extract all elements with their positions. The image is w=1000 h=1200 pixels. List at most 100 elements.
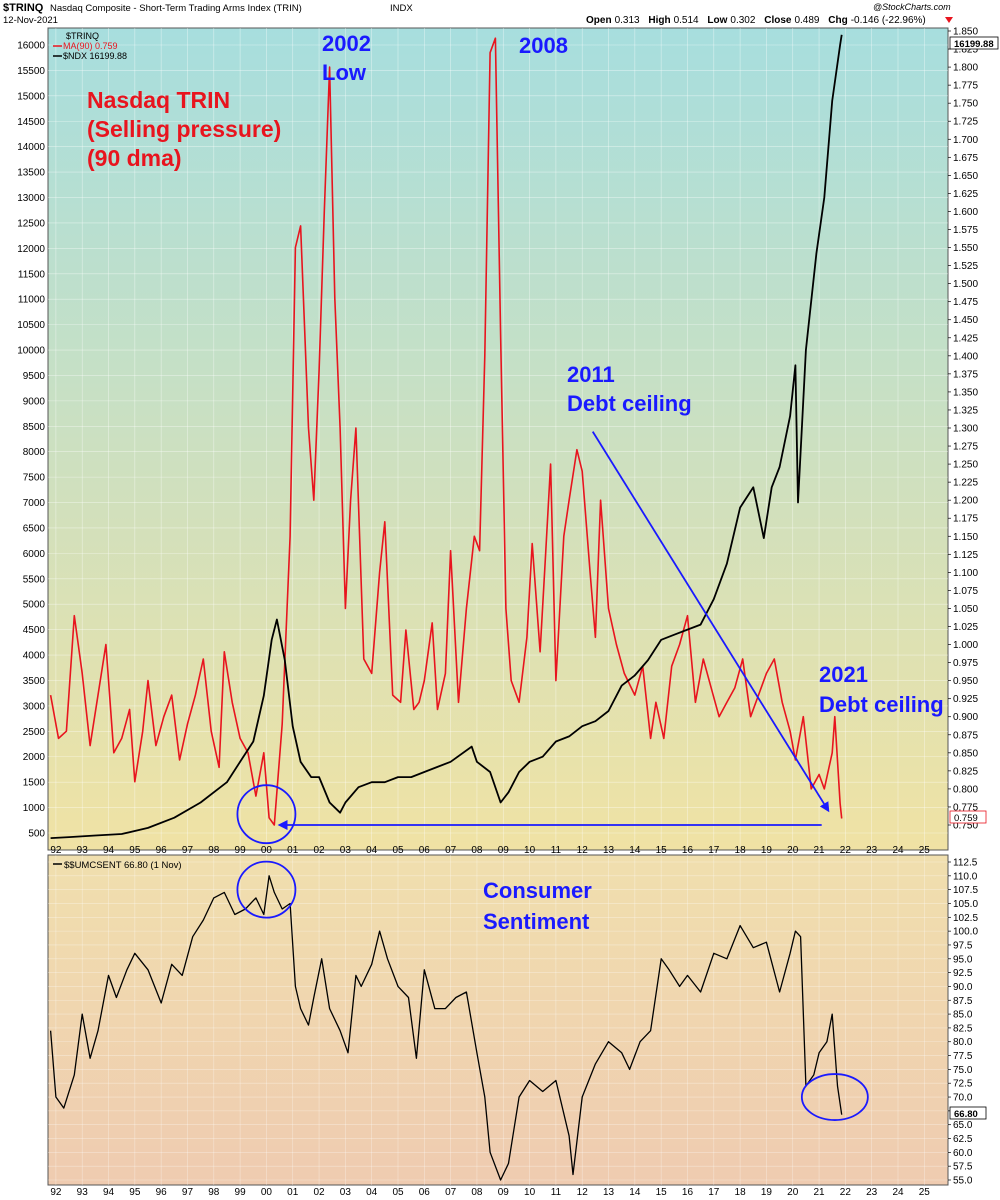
ndx-tick-label: 14000: [17, 142, 45, 153]
trin-tick-label: 0.775: [953, 802, 978, 813]
trin-tick-label: 0.975: [953, 658, 978, 669]
annotation-circle: [800, 1073, 869, 1121]
x-tick-label: 15: [656, 845, 668, 856]
ndx-tick-label: 15000: [17, 91, 45, 102]
trin-tick-label: 1.600: [953, 207, 978, 218]
trin-tick-label: 1.400: [953, 351, 978, 362]
x-tick-label: 21: [813, 1187, 825, 1198]
trin-tick-label: 0.875: [953, 730, 978, 741]
x-tick-label: 22: [840, 845, 852, 856]
x-axis-bottom-ticks: 92 93 94 95 96 97 98 99 00 01 02 03 04 05 06 07 08 09 10 11…: [50, 1187, 930, 1198]
annotation-2008: 2008: [519, 33, 568, 58]
x-tick-label: 08: [471, 845, 483, 856]
sentiment-tick-label: 87.5: [953, 996, 973, 1007]
trin-tick-label: 1.325: [953, 405, 978, 416]
trin-tick-label: 1.250: [953, 460, 978, 471]
trin-tick-label: 1.650: [953, 171, 978, 182]
sentiment-tick-label: 57.5: [953, 1162, 973, 1173]
sentiment-tick-label: 85.0: [953, 1010, 973, 1021]
legend-ma90: MA(90) 0.759: [63, 41, 118, 51]
x-tick-label: 93: [77, 845, 89, 856]
x-tick-label: 03: [340, 845, 352, 856]
ndx-tick-label: 7000: [23, 498, 46, 509]
x-tick-label: 97: [182, 845, 194, 856]
sentiment-tick-label: 80.0: [953, 1037, 973, 1048]
sentiment-tick-label: 77.5: [953, 1051, 973, 1062]
umcsent-last-badge: 66.80: [949, 1106, 987, 1120]
chart-date: 12-Nov-2021: [3, 15, 58, 26]
trin-tick-label: 1.625: [953, 189, 978, 200]
x-tick-label: 19: [761, 1187, 773, 1198]
ndx-tick-label: 15500: [17, 66, 45, 77]
x-tick-label: 02: [313, 1187, 325, 1198]
ndx-tick-label: 10000: [17, 346, 45, 357]
x-tick-label: 19: [761, 845, 773, 856]
x-tick-label: 22: [840, 1187, 852, 1198]
annotation-title-line3: (90 dma): [87, 145, 182, 171]
chart-header: $TRINQ Nasdaq Composite - Short-Term Tra…: [3, 2, 953, 26]
ndx-tick-label: 2000: [23, 752, 46, 763]
ndx-tick-label: 7500: [23, 473, 46, 484]
sentiment-tick-label: 97.5: [953, 940, 973, 951]
x-tick-label: 05: [392, 845, 404, 856]
trin-tick-label: 1.050: [953, 604, 978, 615]
sentiment-tick-label: 105.0: [953, 899, 978, 910]
trin-tick-label: 1.525: [953, 261, 978, 272]
x-tick-label: 15: [656, 1187, 668, 1198]
trin-tick-label: 1.575: [953, 225, 978, 236]
trin-tick-label: 0.850: [953, 748, 978, 759]
ndx-tick-label: 11000: [18, 295, 46, 306]
ndx-tick-label: 12000: [17, 244, 45, 255]
x-tick-label: 14: [629, 1187, 641, 1198]
x-tick-label: 96: [156, 845, 168, 856]
x-axis-top-ticks: 92 93 94 95 96 97 98 99 00 01 02 03 04 05 06 07 08 09 10 11…: [50, 845, 930, 856]
trin-tick-label: 1.275: [953, 442, 978, 453]
triangle-down-icon: [945, 17, 953, 23]
trin-tick-label: 1.100: [953, 568, 978, 579]
x-tick-label: 05: [392, 1187, 404, 1198]
x-tick-label: 11: [551, 1187, 562, 1198]
trin-tick-label: 1.225: [953, 478, 978, 489]
sentiment-tick-label: 75.0: [953, 1065, 973, 1076]
right-axis-sentiment-ticks: 55.057.560.062.565.067.570.072.575.077.5…: [948, 858, 978, 1187]
ndx-tick-label: 11500: [18, 269, 46, 280]
trin-tick-label: 1.025: [953, 622, 978, 633]
ndx-tick-label: 6500: [23, 523, 46, 534]
trin-tick-label: 1.775: [953, 81, 978, 92]
trin-tick-label: 1.075: [953, 586, 978, 597]
trin-tick-label: 1.675: [953, 153, 978, 164]
ndx-tick-label: 3000: [23, 701, 46, 712]
series-lines: [49, 34, 843, 1181]
ndx-tick-label: 1500: [23, 778, 46, 789]
trin-tick-label: 1.550: [953, 243, 978, 254]
x-tick-label: 12: [577, 1187, 589, 1198]
annotation-circle: [236, 784, 297, 845]
ndx-tick-label: 16000: [17, 41, 45, 52]
sentiment-tick-label: 72.5: [953, 1079, 973, 1090]
x-tick-label: 24: [892, 845, 904, 856]
ndx-tick-label: 3500: [23, 676, 46, 687]
annotation-title-line2: (Selling pressure): [87, 116, 281, 142]
ndx-tick-label: 4500: [23, 625, 46, 636]
annotation-sentiment-line2: Sentiment: [483, 909, 590, 934]
text-annotations: Nasdaq TRIN (Selling pressure) (90 dma) …: [87, 31, 944, 934]
ndx-tick-label: 12500: [17, 218, 45, 229]
bottom-panel-background: [47, 854, 949, 1186]
trin-tick-label: 1.375: [953, 369, 978, 380]
legend-trinq: $TRINQ: [66, 31, 99, 41]
x-tick-label: 20: [787, 845, 799, 856]
x-tick-label: 97: [182, 1187, 194, 1198]
symbol-label: $TRINQ: [3, 2, 44, 14]
x-tick-label: 25: [919, 1187, 931, 1198]
x-tick-label: 92: [50, 845, 62, 856]
ndx-tick-label: 13000: [17, 193, 45, 204]
ndx-tick-label: 8000: [23, 447, 46, 458]
x-tick-label: 10: [524, 1187, 536, 1198]
legend-ndx: $NDX 16199.88: [63, 51, 127, 61]
trin-tick-label: 1.750: [953, 99, 978, 110]
x-tick-label: 17: [708, 845, 720, 856]
sentiment-tick-label: 62.5: [953, 1134, 973, 1145]
x-tick-label: 18: [735, 845, 747, 856]
sentiment-tick-label: 70.0: [953, 1093, 973, 1104]
